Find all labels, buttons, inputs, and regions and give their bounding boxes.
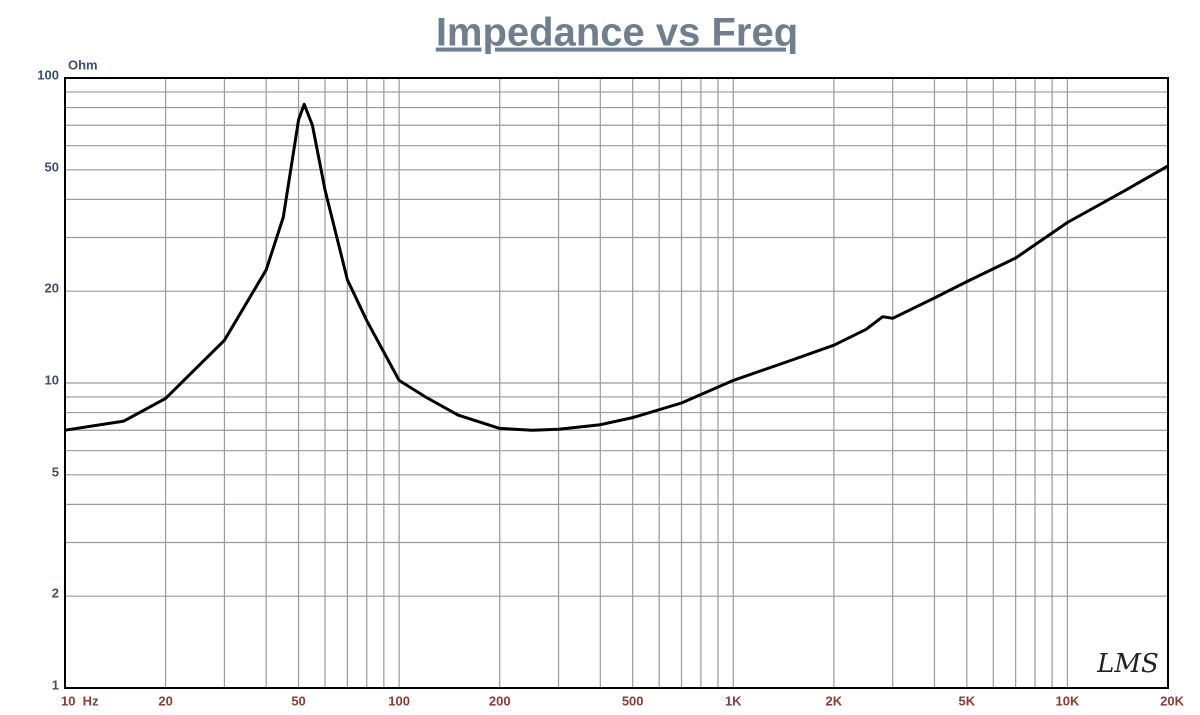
y-tick-label: 20: [45, 281, 59, 296]
plot-frame: [64, 77, 1169, 689]
y-tick-label: 1: [52, 677, 59, 692]
x-tick-label: 1K: [725, 693, 742, 708]
x-tick-label: 10 Hz: [61, 693, 99, 708]
x-tick-label: 2K: [826, 693, 843, 708]
y-axis-label: Ohm: [68, 57, 98, 72]
x-tick-label: 20K: [1160, 693, 1184, 708]
y-tick-label: 5: [52, 464, 59, 479]
x-tick-label: 500: [622, 693, 644, 708]
y-tick-label: 50: [45, 159, 59, 174]
impedance-curve: [64, 102, 1169, 432]
x-tick-label: 10K: [1055, 693, 1079, 708]
watermark: LMS: [1096, 649, 1159, 679]
y-tick-label: 10: [45, 372, 59, 387]
y-tick-label: 2: [52, 586, 59, 601]
x-tick-label: 50: [291, 693, 305, 708]
chart-title: Impedance vs Freq: [436, 11, 798, 55]
x-tick-label: 100: [388, 693, 410, 708]
x-tick-label: 200: [489, 693, 511, 708]
x-tick-label: 20: [158, 693, 172, 708]
x-tick-label: 5K: [959, 693, 976, 708]
y-tick-label: 100: [37, 67, 59, 82]
